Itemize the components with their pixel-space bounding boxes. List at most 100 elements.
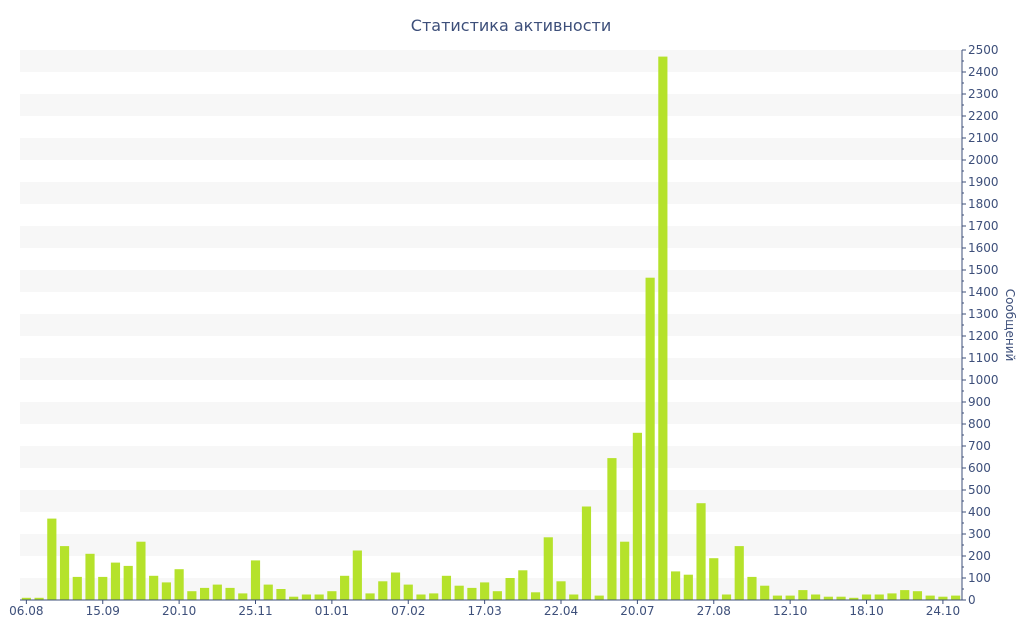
- y-tick-label: 100: [968, 571, 991, 585]
- bar: [390, 572, 401, 600]
- x-tick-label: 17.03: [467, 604, 501, 618]
- bar: [59, 546, 70, 600]
- bar: [161, 582, 171, 600]
- bar: [314, 594, 324, 600]
- x-tick-label: 22.04: [544, 604, 578, 618]
- bar: [365, 593, 375, 600]
- bar: [798, 590, 808, 600]
- y-tick-label: 1200: [968, 329, 999, 343]
- y-tick-label: 1000: [968, 373, 999, 387]
- grid-band: [20, 270, 962, 292]
- bar: [340, 575, 350, 600]
- grid-band: [20, 446, 962, 468]
- x-axis: 06.08 15.09 20.10 25.11 01.01 07.02 17.03 22.04…: [9, 599, 962, 618]
- grid-band: [20, 490, 962, 512]
- grid-band: [20, 314, 962, 336]
- bar: [747, 576, 757, 600]
- bar: [671, 571, 681, 600]
- bar: [912, 591, 923, 600]
- bar: [110, 562, 121, 600]
- bar: [301, 594, 312, 600]
- y-tick-label: 1800: [968, 197, 999, 211]
- bar: [34, 597, 44, 600]
- bar: [887, 593, 897, 600]
- bars-group: [21, 56, 961, 601]
- y-tick-label: 2400: [968, 65, 999, 79]
- bar: [250, 560, 261, 600]
- bar: [734, 546, 744, 600]
- bar: [21, 597, 31, 600]
- x-tick-label: 12.10: [773, 604, 807, 618]
- x-tick-label: 15.09: [86, 604, 120, 618]
- x-tick-label: 20.07: [620, 604, 654, 618]
- bar: [85, 553, 95, 600]
- y-tick-label: 400: [968, 505, 991, 519]
- bar: [811, 594, 821, 600]
- bar: [938, 596, 948, 600]
- bar: [645, 277, 655, 600]
- y-tick-label: 1900: [968, 175, 999, 189]
- bar: [174, 569, 184, 600]
- x-tick-label: 07.02: [391, 604, 425, 618]
- bar: [467, 587, 477, 600]
- x-tick-label: 24.10: [926, 604, 960, 618]
- bar: [518, 570, 528, 600]
- x-tick-label: 20.10: [162, 604, 196, 618]
- bar: [403, 584, 413, 600]
- grid-band: [20, 534, 962, 556]
- bar: [149, 575, 159, 600]
- bar: [760, 585, 770, 600]
- y-axis: 0 100 200 300 400 500 600 700 800 900 1000 1100 1200…: [961, 43, 999, 607]
- y-tick-label: 600: [968, 461, 991, 475]
- x-tick-label: 27.08: [697, 604, 731, 618]
- bar: [823, 596, 833, 600]
- y-tick-label: 1700: [968, 219, 999, 233]
- bar: [607, 458, 617, 600]
- grid-bands: [20, 50, 962, 600]
- bar: [123, 565, 133, 600]
- bar: [136, 541, 146, 600]
- bar: [492, 591, 502, 600]
- bar: [212, 584, 222, 600]
- y-tick-label: 2100: [968, 131, 999, 145]
- y-tick-label: 1500: [968, 263, 999, 277]
- bar: [47, 518, 57, 600]
- grid-band: [20, 50, 962, 72]
- chart-title: Статистика активности: [411, 16, 611, 35]
- bar: [276, 589, 286, 600]
- bar: [98, 576, 108, 600]
- bar: [772, 595, 783, 600]
- bar: [378, 581, 388, 600]
- bar: [441, 575, 452, 600]
- y-tick-label: 800: [968, 417, 991, 431]
- bar: [530, 592, 541, 600]
- grid-band: [20, 578, 962, 600]
- bar: [416, 594, 426, 600]
- bar: [480, 582, 490, 600]
- grid-band: [20, 226, 962, 248]
- bar: [581, 506, 592, 600]
- y-tick-label: 200: [968, 549, 991, 563]
- y-axis-label: Сообщений: [1003, 289, 1017, 362]
- x-tick-label: 06.08: [9, 604, 43, 618]
- y-tick-label: 300: [968, 527, 991, 541]
- bar: [594, 595, 604, 600]
- bar: [72, 576, 82, 600]
- bar: [925, 595, 935, 600]
- y-tick-label: 0: [968, 593, 976, 607]
- bar: [352, 550, 362, 600]
- bar: [225, 587, 235, 600]
- y-tick-label: 2300: [968, 87, 999, 101]
- bar: [505, 578, 515, 600]
- bar: [187, 591, 197, 600]
- bar: [327, 591, 337, 600]
- bar: [874, 594, 884, 600]
- bar: [429, 593, 439, 600]
- bar: [632, 432, 642, 600]
- bar: [556, 581, 566, 600]
- y-tick-label: 2500: [968, 43, 999, 57]
- grid-band: [20, 402, 962, 424]
- grid-band: [20, 138, 962, 160]
